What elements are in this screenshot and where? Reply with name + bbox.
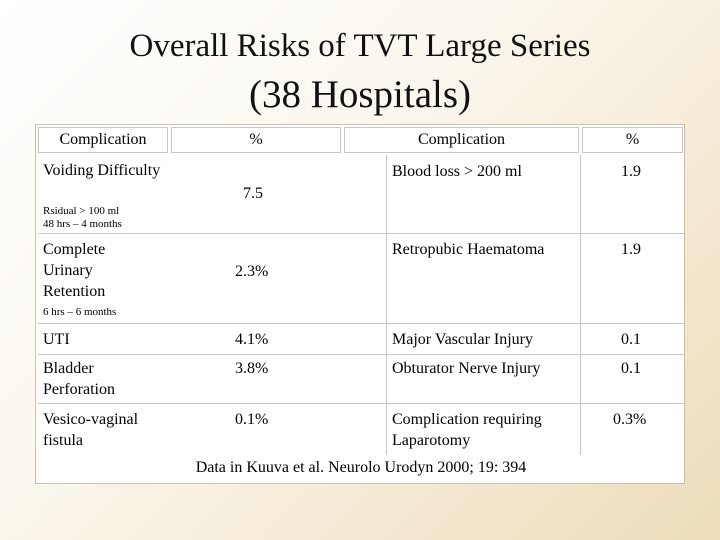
row1-percent: 7.5: [243, 185, 263, 202]
row3-right-complication: Major Vascular Injury: [392, 331, 533, 348]
row1-right-percent: 1.9: [621, 163, 641, 180]
row1-sub1: Rsidual > 100 ml: [43, 205, 120, 217]
row-divider: [38, 233, 684, 234]
row2-right-percent: 1.9: [621, 241, 641, 258]
row-divider: [38, 323, 684, 324]
row1-complication: Voiding Difficulty: [43, 162, 161, 179]
row2-sub1: 6 hrs – 6 months: [43, 306, 117, 318]
risks-table: Complication % Complication % Voiding Di…: [35, 124, 685, 484]
row1-right-complication: Blood loss > 200 ml: [392, 163, 522, 180]
row2-percent: 2.3%: [235, 263, 269, 280]
row3-right-percent: 0.1: [621, 331, 641, 348]
header-percent-left: %: [171, 127, 341, 153]
row5-right-percent: 0.3%: [613, 411, 647, 428]
row2-complication: Complete Urinary Retention: [43, 241, 106, 300]
header-complication-right: Complication: [344, 127, 579, 153]
row5-percent: 0.1%: [235, 411, 269, 428]
header-complication-left: Complication: [38, 127, 168, 153]
row4-right-percent: 0.1: [621, 360, 641, 377]
column-divider: [580, 155, 581, 455]
source-footnote: Data in Kuuva et al. Neurolo Urodyn 2000…: [195, 459, 527, 476]
row4-percent: 3.8%: [235, 360, 269, 377]
row-divider: [38, 403, 684, 404]
row1-sub2: 48 hrs – 4 months: [43, 218, 122, 230]
row5-right-complication: Complication requiring Laparotomy: [392, 411, 542, 449]
row3-complication: UTI: [43, 331, 70, 348]
row-divider: [38, 354, 684, 355]
row5-complication: Vesico-vaginal fistula: [43, 411, 139, 449]
slide-title-line2: (38 Hospitals): [248, 73, 472, 116]
column-divider: [386, 155, 387, 455]
row4-right-complication: Obturator Nerve Injury: [392, 360, 541, 377]
header-percent-right: %: [582, 127, 683, 153]
slide-title-line1: Overall Risks of TVT Large Series: [129, 28, 591, 64]
row4-complication: Bladder Perforation: [43, 360, 115, 398]
row3-percent: 4.1%: [235, 331, 269, 348]
row2-right-complication: Retropubic Haematoma: [392, 241, 545, 258]
